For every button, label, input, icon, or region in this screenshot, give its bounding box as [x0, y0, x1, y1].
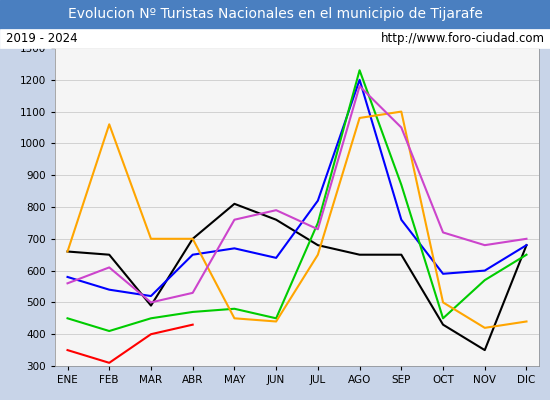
Text: http://www.foro-ciudad.com: http://www.foro-ciudad.com	[381, 32, 544, 45]
Text: 2019 - 2024: 2019 - 2024	[6, 32, 77, 45]
Text: Evolucion Nº Turistas Nacionales en el municipio de Tijarafe: Evolucion Nº Turistas Nacionales en el m…	[68, 8, 482, 22]
